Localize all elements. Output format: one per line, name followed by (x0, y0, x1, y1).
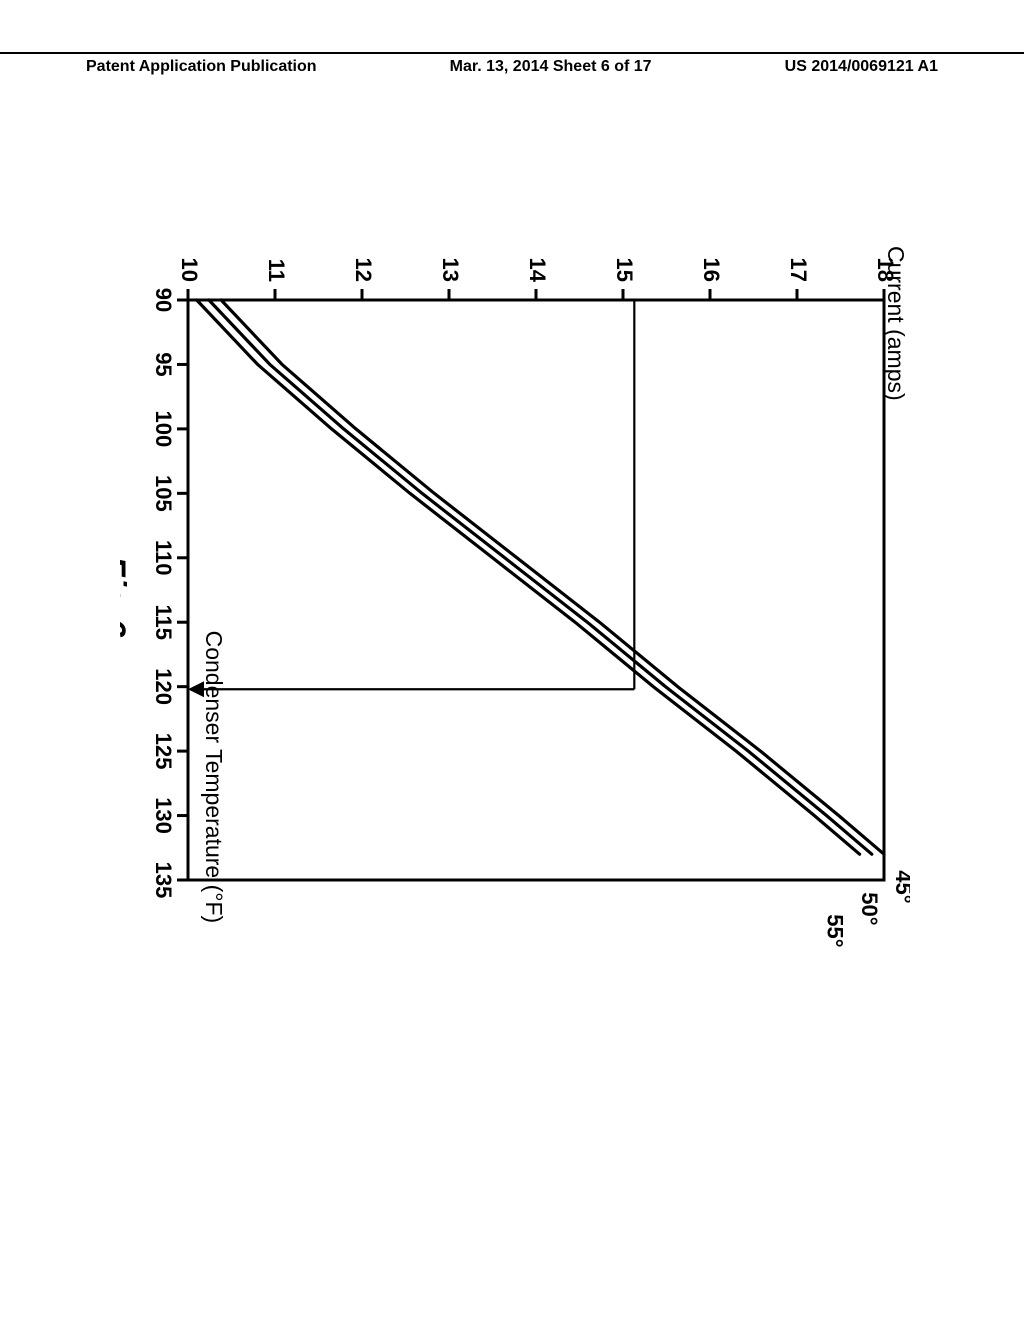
header-center: Mar. 13, 2014 Sheet 6 of 17 (450, 58, 652, 76)
svg-text:Condenser Temperature (°F): Condenser Temperature (°F) (201, 631, 227, 924)
svg-text:Current (amps): Current (amps) (883, 246, 909, 401)
svg-text:110: 110 (151, 540, 176, 576)
svg-text:50°: 50° (857, 892, 882, 925)
svg-text:17: 17 (786, 258, 811, 282)
svg-text:12: 12 (351, 258, 376, 282)
svg-text:100: 100 (151, 411, 176, 448)
svg-text:10: 10 (177, 258, 202, 282)
svg-text:125: 125 (151, 733, 176, 770)
chart-svg: 1011121314151617189095100105110115120125… (120, 180, 910, 1130)
svg-text:120: 120 (151, 668, 176, 705)
svg-text:Fig-6: Fig-6 (120, 556, 132, 638)
chart: 1011121314151617189095100105110115120125… (120, 180, 910, 1130)
svg-text:115: 115 (151, 604, 176, 640)
header-left: Patent Application Publication (86, 58, 317, 76)
svg-text:105: 105 (151, 475, 176, 512)
svg-text:14: 14 (525, 258, 550, 283)
svg-text:130: 130 (151, 797, 176, 834)
header-right: US 2014/0069121 A1 (785, 58, 938, 76)
svg-text:90: 90 (151, 288, 176, 312)
svg-text:95: 95 (151, 352, 176, 376)
page-header: Patent Application Publication Mar. 13, … (0, 52, 1024, 80)
svg-text:13: 13 (438, 258, 463, 282)
svg-text:45°: 45° (891, 870, 910, 903)
svg-text:15: 15 (612, 258, 637, 282)
svg-text:11: 11 (264, 259, 289, 282)
svg-text:135: 135 (151, 862, 176, 899)
svg-text:16: 16 (699, 258, 724, 282)
svg-text:55°: 55° (823, 914, 848, 947)
